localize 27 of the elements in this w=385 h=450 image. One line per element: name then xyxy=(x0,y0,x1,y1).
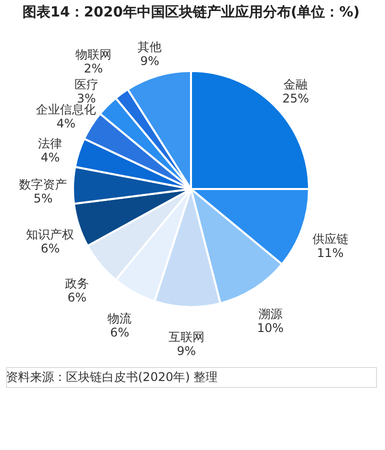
slice-label: 法律 xyxy=(38,136,62,150)
data-label: 4% xyxy=(56,116,76,131)
data-label: 9% xyxy=(176,344,196,358)
data-label: 6% xyxy=(40,242,60,256)
slice-label: 医疗 xyxy=(74,77,98,92)
text: 资料来源：区块链白皮书(2020年) 整理 xyxy=(6,370,218,384)
slice-label: 知识产权 xyxy=(26,228,74,242)
data-label: 9% xyxy=(140,54,160,68)
slice-label: 物流 xyxy=(108,312,132,326)
data-label: 11% xyxy=(316,246,344,260)
slice-label: 政务 xyxy=(64,276,89,290)
data-label: 5% xyxy=(34,191,53,206)
data-label: 10% xyxy=(256,320,284,335)
slice-label: 企业信息化 xyxy=(36,102,96,117)
slice-label: 溯源 xyxy=(258,306,282,321)
chart-title: 图表14：2020年中国区块链产业应用分布(单位：%) xyxy=(22,4,360,21)
slice-label: 其他 xyxy=(138,40,162,54)
slice-label: 互联网 xyxy=(168,330,204,344)
slice-label: 物联网 xyxy=(75,48,112,62)
slice-label: 供应链 xyxy=(312,232,348,246)
slice-label: 数字资产 xyxy=(19,177,68,192)
data-label: 6% xyxy=(110,326,130,340)
data-label: 4% xyxy=(40,150,60,164)
slice-label: 金融 xyxy=(284,77,308,92)
data-label: 2% xyxy=(84,62,103,76)
data-label: 6% xyxy=(67,290,86,304)
data-label: 25% xyxy=(282,91,309,106)
